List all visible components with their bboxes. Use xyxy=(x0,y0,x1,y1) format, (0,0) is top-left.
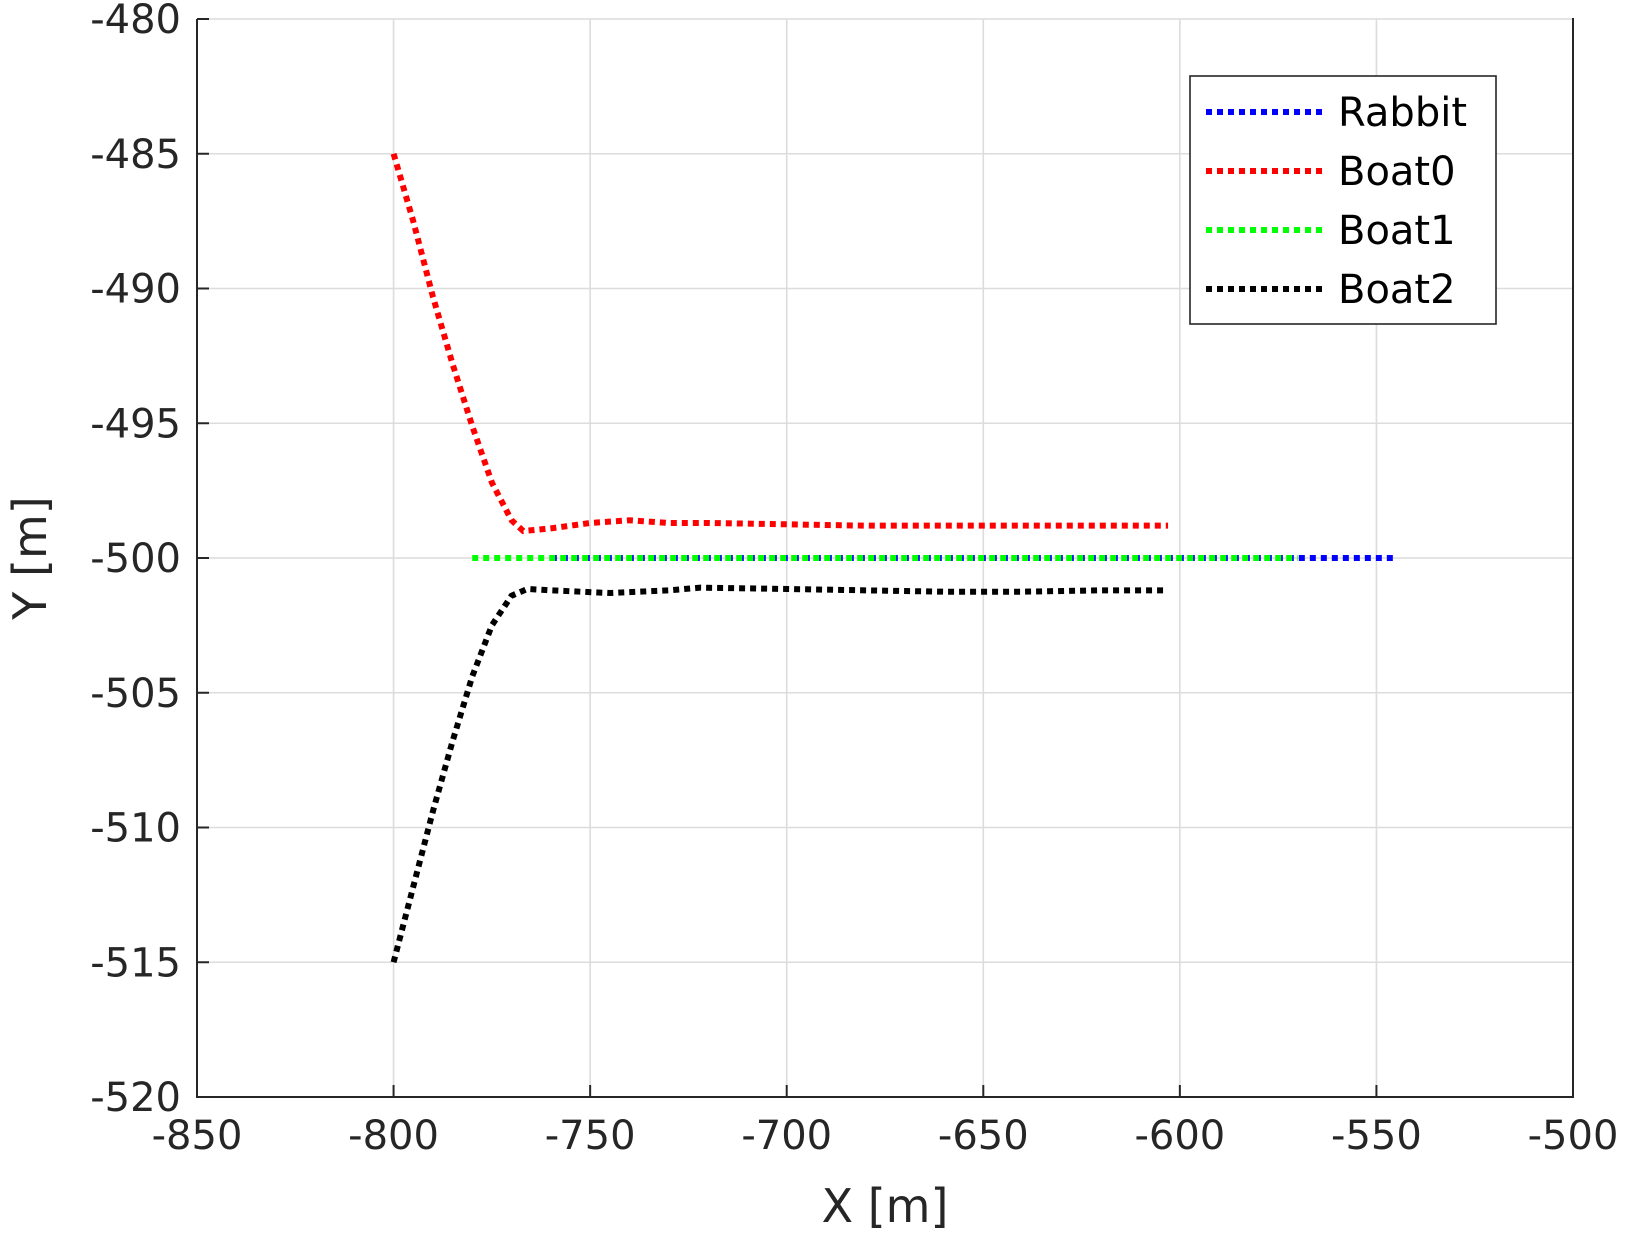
y-tick-labels: -520 -515 -510 -505 -500 -495 -490 -485 -480 xyxy=(90,0,181,1121)
x-tick-label: -700 xyxy=(741,1113,832,1159)
y-tick-label: -480 xyxy=(90,0,181,43)
legend: Rabbit Boat0 Boat1 Boat2 xyxy=(1189,75,1497,325)
x-tick-label: -800 xyxy=(348,1113,439,1159)
x-axis-label: X [m] xyxy=(822,1179,949,1233)
y-tick-label: -520 xyxy=(90,1075,181,1121)
x-tick-label: -850 xyxy=(152,1113,243,1159)
x-tick-label: -650 xyxy=(938,1113,1029,1159)
y-tick-label: -510 xyxy=(90,806,181,852)
legend-box xyxy=(1189,75,1497,325)
series-line-boat0 xyxy=(390,152,1169,535)
y-tick-label: -490 xyxy=(90,267,181,313)
legend-label-boat1: Boat1 xyxy=(1338,208,1456,254)
plot-series xyxy=(390,152,1397,964)
legend-label-boat0: Boat0 xyxy=(1338,149,1456,195)
y-tick-label: -485 xyxy=(90,132,181,178)
x-tick-label: -550 xyxy=(1331,1113,1422,1159)
x-tick-label: -500 xyxy=(1528,1113,1619,1159)
y-tick-label: -500 xyxy=(90,536,181,582)
x-tick-label: -600 xyxy=(1134,1113,1225,1159)
y-tick-label: -495 xyxy=(90,401,181,447)
x-tick-labels: -850 -800 -750 -700 -650 -600 -550 -500 xyxy=(152,1113,1619,1159)
legend-label-rabbit: Rabbit xyxy=(1338,90,1467,136)
series-line-boat2 xyxy=(390,584,1169,964)
x-tick-label: -750 xyxy=(545,1113,636,1159)
y-tick-label: -515 xyxy=(90,940,181,986)
y-axis-label: Y [m] xyxy=(3,496,57,620)
axes xyxy=(196,18,1574,1098)
y-tick-label: -505 xyxy=(90,671,181,717)
legend-label-boat2: Boat2 xyxy=(1338,267,1456,313)
